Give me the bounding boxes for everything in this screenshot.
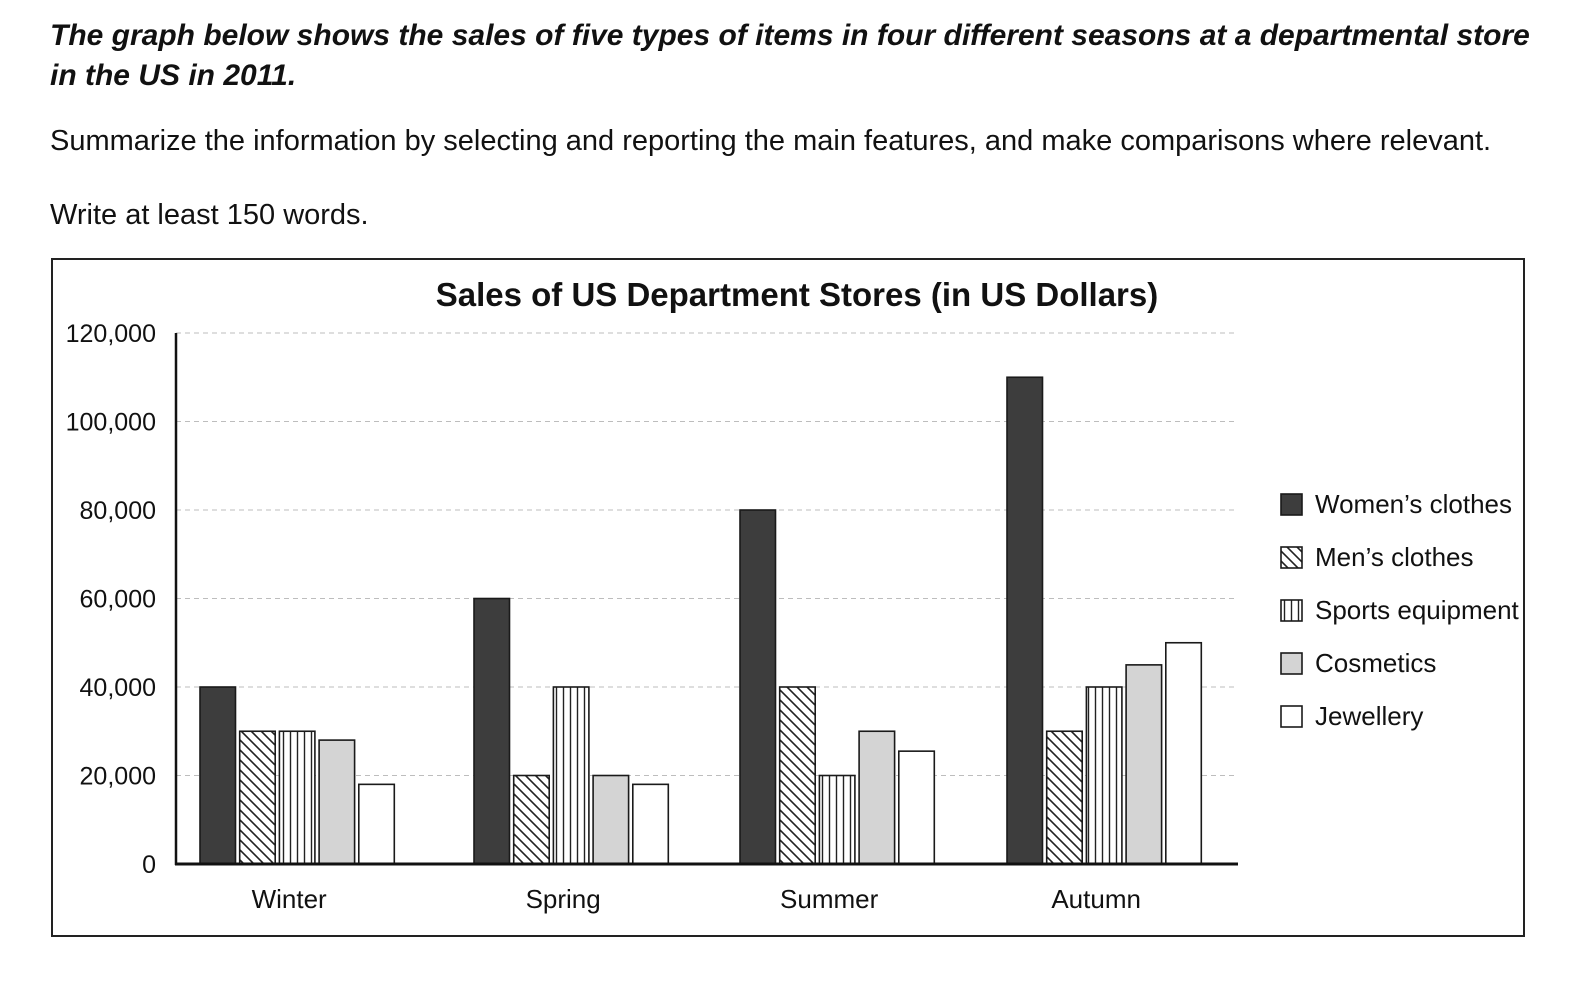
bar: [357, 783, 396, 865]
bar: [1125, 664, 1163, 865]
x-tick-label: Summer: [780, 884, 879, 914]
prompt-instruction: Summarize the information by selecting a…: [50, 125, 1492, 157]
x-tick-label: Spring: [526, 884, 601, 914]
chart-title: Sales of US Department Stores (in US Dol…: [436, 276, 1159, 313]
y-tick-label: 0: [142, 851, 156, 879]
y-tick-label: 20,000: [80, 763, 156, 791]
gridlines: [176, 332, 1238, 776]
legend-swatch: [1280, 546, 1303, 569]
legend-label: Women’s clothes: [1315, 489, 1512, 519]
legend-label: Jewellery: [1315, 701, 1423, 731]
bar: [278, 730, 316, 865]
bar: [552, 686, 590, 865]
y-tick-label: 100,000: [66, 409, 156, 437]
bar: [1165, 641, 1203, 865]
legend-label: Sports equipment: [1315, 595, 1520, 625]
bar: [1045, 730, 1083, 865]
legend-label: Cosmetics: [1315, 648, 1436, 678]
legend-swatch: [1280, 599, 1303, 622]
bar: [778, 686, 817, 865]
bar: [897, 750, 936, 865]
legend-label: Men’s clothes: [1315, 542, 1474, 572]
y-tick-label: 40,000: [80, 674, 156, 702]
bar: [631, 783, 670, 865]
legend: Women’s clothes Men’s clothes Sports equip…: [1280, 489, 1520, 731]
word-count-requirement: Write at least 150 words.: [50, 199, 369, 231]
prompt-title: The graph below shows the sales of five …: [50, 19, 1530, 92]
x-tick-label: Autumn: [1051, 884, 1141, 914]
bar: [238, 730, 276, 865]
bar: [1006, 376, 1044, 865]
chart-frame: [51, 258, 1525, 937]
bars: [199, 376, 1203, 865]
legend-swatch: [1280, 705, 1303, 728]
legend-swatch: [1280, 493, 1303, 516]
bar: [473, 597, 511, 865]
bar: [199, 686, 237, 865]
bar: [739, 509, 777, 865]
y-tick-label: 80,000: [80, 497, 156, 525]
bar: [858, 730, 896, 865]
y-tick-label: 60,000: [80, 586, 156, 614]
bar: [592, 774, 630, 865]
legend-swatch: [1280, 652, 1303, 675]
bar: [1085, 686, 1123, 865]
bar: [818, 774, 856, 865]
x-tick-label: Winter: [252, 884, 327, 914]
bar: [512, 774, 551, 865]
y-tick-label: 120,000: [66, 320, 156, 348]
bar: [318, 739, 356, 865]
axes: 0 20,000 40,000 60,000 80,000 100,000 120,000 W…: [66, 320, 1238, 914]
